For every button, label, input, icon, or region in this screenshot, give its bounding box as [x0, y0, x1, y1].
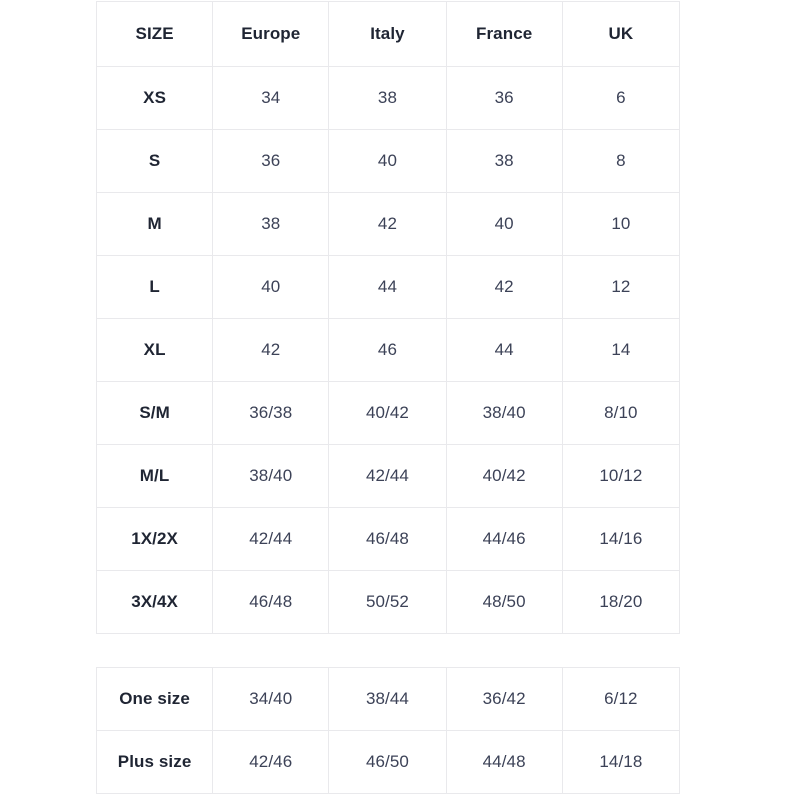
cell-europe: 38 [212, 192, 330, 256]
size-conversion-table: SIZE Europe Italy France UK XS 34 38 36 … [95, 1, 681, 634]
cell-uk: 12 [561, 255, 681, 319]
cell-europe: 42/44 [212, 507, 330, 571]
cell-italy: 46 [328, 318, 447, 382]
one-size-plus-size-table: One size 34/40 38/44 36/42 6/12 Plus siz… [95, 667, 681, 794]
cell-italy: 38 [328, 66, 447, 130]
cell-europe: 42/46 [212, 730, 330, 794]
cell-europe: 34 [212, 66, 330, 130]
row-label-m: M [95, 192, 214, 256]
table-row: Plus size 42/46 46/50 44/48 14/18 [95, 730, 681, 794]
table-header: SIZE Europe Italy France UK [95, 1, 681, 67]
cell-france: 44 [445, 318, 563, 382]
table-row: 3X/4X 46/48 50/52 48/50 18/20 [95, 570, 681, 634]
cell-uk: 10 [561, 192, 681, 256]
row-label-xs: XS [95, 66, 214, 130]
cell-italy: 50/52 [328, 570, 447, 634]
cell-europe: 36 [212, 129, 330, 193]
table-row: 1X/2X 42/44 46/48 44/46 14/16 [95, 507, 681, 571]
cell-europe: 36/38 [212, 381, 330, 445]
cell-uk: 14/18 [561, 730, 681, 794]
cell-france: 38/40 [445, 381, 563, 445]
column-header-italy: Italy [328, 1, 447, 67]
row-label-s-m: S/M [95, 381, 214, 445]
row-label-m-l: M/L [95, 444, 214, 508]
row-label-3x-4x: 3X/4X [95, 570, 214, 634]
cell-europe: 42 [212, 318, 330, 382]
cell-france: 44/46 [445, 507, 563, 571]
cell-europe: 46/48 [212, 570, 330, 634]
column-header-europe: Europe [212, 1, 330, 67]
row-label-plus-size: Plus size [95, 730, 214, 794]
table-row: S 36 40 38 8 [95, 129, 681, 193]
cell-italy: 40/42 [328, 381, 447, 445]
header-row: SIZE Europe Italy France UK [95, 1, 681, 67]
table-row: XL 42 46 44 14 [95, 318, 681, 382]
cell-italy: 46/48 [328, 507, 447, 571]
cell-italy: 40 [328, 129, 447, 193]
table-row: M 38 42 40 10 [95, 192, 681, 256]
table-row: One size 34/40 38/44 36/42 6/12 [95, 667, 681, 731]
cell-italy: 42/44 [328, 444, 447, 508]
cell-france: 42 [445, 255, 563, 319]
cell-france: 38 [445, 129, 563, 193]
table-row: M/L 38/40 42/44 40/42 10/12 [95, 444, 681, 508]
table-row: L 40 44 42 12 [95, 255, 681, 319]
cell-italy: 38/44 [328, 667, 447, 731]
row-label-s: S [95, 129, 214, 193]
cell-france: 48/50 [445, 570, 563, 634]
cell-uk: 14 [561, 318, 681, 382]
cell-europe: 34/40 [212, 667, 330, 731]
cell-uk: 8 [561, 129, 681, 193]
cell-uk: 6/12 [561, 667, 681, 731]
cell-uk: 10/12 [561, 444, 681, 508]
cell-italy: 44 [328, 255, 447, 319]
column-header-size: SIZE [95, 1, 214, 67]
table-body: One size 34/40 38/44 36/42 6/12 Plus siz… [95, 667, 681, 794]
cell-uk: 18/20 [561, 570, 681, 634]
row-label-l: L [95, 255, 214, 319]
row-label-1x-2x: 1X/2X [95, 507, 214, 571]
cell-france: 36 [445, 66, 563, 130]
cell-italy: 42 [328, 192, 447, 256]
cell-france: 44/48 [445, 730, 563, 794]
cell-europe: 38/40 [212, 444, 330, 508]
cell-france: 40 [445, 192, 563, 256]
cell-europe: 40 [212, 255, 330, 319]
cell-uk: 6 [561, 66, 681, 130]
table-row: XS 34 38 36 6 [95, 66, 681, 130]
row-label-one-size: One size [95, 667, 214, 731]
cell-uk: 14/16 [561, 507, 681, 571]
cell-france: 36/42 [445, 667, 563, 731]
cell-france: 40/42 [445, 444, 563, 508]
table-body: XS 34 38 36 6 S 36 40 38 8 M 38 42 40 10 [95, 66, 681, 634]
column-header-france: France [445, 1, 563, 67]
table-row: S/M 36/38 40/42 38/40 8/10 [95, 381, 681, 445]
column-header-uk: UK [561, 1, 681, 67]
cell-italy: 46/50 [328, 730, 447, 794]
row-label-xl: XL [95, 318, 214, 382]
cell-uk: 8/10 [561, 381, 681, 445]
